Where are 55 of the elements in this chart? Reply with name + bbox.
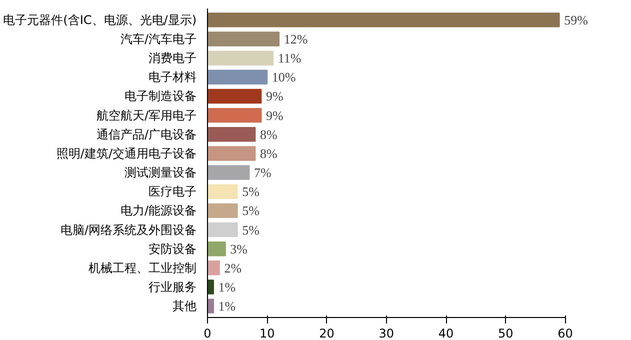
y-tick-label: 电子材料 <box>148 70 196 84</box>
data-label: 12% <box>284 32 308 47</box>
data-label: 1% <box>218 279 236 294</box>
y-tick-label: 汽车/汽车电子 <box>120 32 197 46</box>
bar <box>208 32 280 46</box>
bar <box>208 70 268 85</box>
x-tick-label: 10 <box>260 326 275 340</box>
data-label: 8% <box>260 146 278 161</box>
bar <box>208 222 238 238</box>
data-label: 9% <box>266 108 284 123</box>
y-tick-label: 电子元器件(含IC、电源、光电/显示) <box>3 12 197 27</box>
y-tick-label: 安防设备 <box>148 242 196 256</box>
bar <box>208 203 238 218</box>
bar <box>208 298 214 314</box>
y-tick-label: 照明/建筑/交通用电子设备 <box>56 146 197 160</box>
y-tick-label: 电脑/网络系统及外围设备 <box>60 222 197 237</box>
data-label: 1% <box>218 298 236 314</box>
data-label: 7% <box>254 165 272 180</box>
data-label: 11% <box>278 50 302 66</box>
bar <box>208 165 250 180</box>
data-label: 2% <box>224 260 242 276</box>
y-tick-label: 通信产品/广电设备 <box>96 127 197 142</box>
bar <box>208 12 560 28</box>
x-tick-label: 30 <box>378 326 394 340</box>
bar <box>208 108 262 123</box>
data-label: 8% <box>260 126 278 142</box>
data-label: 5% <box>242 184 260 200</box>
bar <box>208 280 214 294</box>
bar <box>208 184 238 199</box>
data-label: 9% <box>266 88 284 104</box>
x-tick-label: 60 <box>558 326 573 340</box>
bar <box>208 88 262 104</box>
data-label: 10% <box>272 70 296 85</box>
y-tick-label: 其他 <box>172 299 196 314</box>
y-tick-label: 医疗电子 <box>148 184 196 199</box>
data-label: 59% <box>564 12 588 28</box>
y-tick-label: 消费电子 <box>148 51 196 66</box>
bar <box>208 50 274 66</box>
y-tick-label: 航空航天/军用电子 <box>96 108 197 122</box>
bar <box>208 146 256 161</box>
y-tick-label: 机械工程、工业控制 <box>88 260 196 275</box>
data-label: 5% <box>242 203 260 218</box>
x-tick-label: 50 <box>498 326 514 340</box>
bar <box>208 241 226 256</box>
y-tick-label: 电力/能源设备 <box>120 204 197 218</box>
bar <box>208 260 220 276</box>
bar <box>208 127 256 142</box>
x-tick-label: 0 <box>204 326 212 340</box>
y-tick-label: 测试测量设备 <box>124 166 196 180</box>
data-label: 5% <box>242 222 260 238</box>
x-tick-label: 20 <box>319 326 334 340</box>
data-label: 3% <box>230 241 248 256</box>
y-tick-label: 电子制造设备 <box>124 89 196 104</box>
x-tick-label: 40 <box>438 326 454 340</box>
y-tick-label: 行业服务 <box>148 280 196 294</box>
